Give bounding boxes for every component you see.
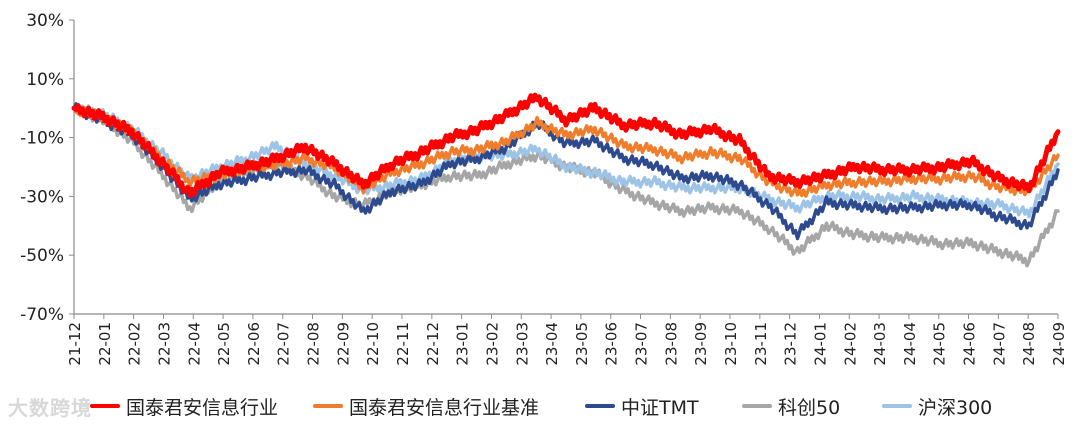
y-tick-label: -50% [20, 246, 64, 266]
x-tick-label: 23-12 [782, 322, 800, 366]
x-tick-label: 22-02 [126, 322, 144, 366]
legend-label-series-4: 科创50 [778, 396, 841, 419]
x-tick-label: 23-03 [513, 322, 531, 366]
x-tick-label: 24-07 [990, 322, 1008, 366]
legend-item-series-5: 沪深300 [882, 394, 993, 419]
x-tick-label: 24-06 [961, 322, 979, 366]
legend-item-series-4: 科创50 [742, 394, 841, 419]
legend-swatch-series-2 [313, 404, 343, 408]
x-tick-label: 23-01 [454, 322, 472, 366]
x-tick-label: 22-03 [155, 322, 173, 366]
x-tick-label: 22-05 [215, 322, 233, 366]
x-tick-label: 22-06 [245, 322, 263, 366]
legend-label-series-3: 中证TMT [621, 396, 699, 419]
legend-label-series-1: 国泰君安信息行业 [126, 396, 279, 419]
y-tick-label: 30% [26, 11, 64, 31]
x-tick-label: 23-08 [662, 322, 680, 366]
x-tick-label: 22-09 [334, 322, 352, 366]
legend-swatch-series-1 [90, 404, 120, 408]
y-axis-tick-labels: 30% 10% -10% -30% -50% -70% [20, 11, 64, 325]
x-tick-label: 23-11 [752, 322, 770, 366]
x-tick-label: 23-10 [722, 322, 740, 366]
x-tick-label: 24-09 [1050, 322, 1068, 366]
legend-item-series-3: 中证TMT [585, 394, 699, 419]
axes [69, 19, 1059, 319]
legend-item-series-1: 国泰君安信息行业 [90, 394, 279, 419]
legend-swatch-series-5 [882, 404, 912, 408]
x-tick-label: 22-10 [364, 322, 382, 366]
y-tick-label: 10% [26, 70, 64, 90]
x-tick-label: 23-04 [543, 322, 561, 366]
x-tick-label: 23-06 [603, 322, 621, 366]
legend-item-series-2: 国泰君安信息行业基准 [313, 394, 540, 419]
legend-label-series-5: 沪深300 [918, 396, 993, 419]
series-line-5 [72, 102, 1060, 219]
x-tick-label: 24-01 [811, 322, 829, 366]
y-tick-label: -10% [20, 129, 64, 149]
x-tick-label: 22-07 [275, 322, 293, 366]
x-tick-label: 24-04 [901, 322, 919, 366]
legend-label-series-2: 国泰君安信息行业基准 [349, 396, 540, 419]
y-tick-label: -30% [20, 187, 64, 207]
x-tick-label: 22-01 [96, 322, 114, 366]
y-tick-label: -70% [20, 305, 64, 325]
legend: 国泰君安信息行业 国泰君安信息行业基准 中证TMT 科创50 沪深300 [0, 386, 1080, 426]
x-tick-label: 21-12 [66, 322, 84, 366]
series-line-3 [72, 102, 1060, 241]
x-tick-label: 22-08 [305, 322, 323, 366]
x-tick-label: 23-02 [483, 322, 501, 366]
x-axis-tick-labels: 21-12 22-01 22-02 22-03 22-04 22-05 22-06 22-07… [66, 322, 1068, 366]
x-tick-label: 24-02 [841, 322, 859, 366]
series-lines [71, 92, 1061, 268]
x-tick-label: 23-09 [692, 322, 710, 366]
x-tick-label: 23-05 [573, 322, 591, 366]
legend-swatch-series-4 [742, 404, 772, 408]
x-tick-label: 24-08 [1020, 322, 1038, 366]
x-tick-label: 22-11 [394, 322, 412, 366]
watermark: 大数跨境 [8, 396, 92, 420]
x-tick-label: 22-12 [424, 322, 442, 366]
x-tick-label: 24-03 [871, 322, 889, 366]
series-line-1 [71, 92, 1061, 198]
legend-swatch-series-3 [585, 404, 615, 408]
x-tick-label: 23-07 [633, 322, 651, 366]
x-tick-label: 22-04 [185, 322, 203, 366]
x-tick-label: 24-05 [931, 322, 949, 366]
